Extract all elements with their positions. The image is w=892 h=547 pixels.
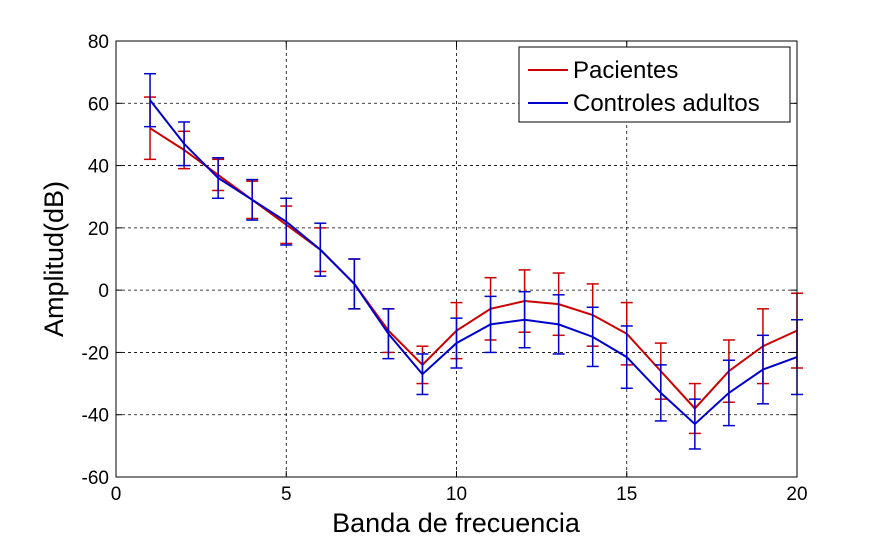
ticks: 0 5 10 15 20 -60 -40 -20 0 20 40 60 80 (82, 32, 808, 505)
y-tick-label: 0 (98, 281, 109, 302)
y-tick-label: 60 (88, 94, 109, 115)
x-tick-label: 15 (616, 484, 637, 505)
x-tick-label: 10 (446, 484, 467, 505)
series-line-1 (149, 99, 798, 426)
legend: Pacientes Controles adultos (518, 46, 791, 123)
y-tick-label: -40 (82, 406, 109, 427)
legend-label-pacientes: Pacientes (573, 57, 678, 84)
y-tick-label: 80 (88, 32, 109, 53)
y-tick-label: 40 (88, 157, 109, 178)
series-layer (144, 72, 803, 450)
x-tick-label: 0 (111, 484, 122, 505)
x-tick-label: 20 (786, 484, 807, 505)
y-axis-label: Amplitud(dB) (39, 181, 69, 337)
y-tick-label: 20 (88, 219, 109, 240)
x-tick-label: 5 (281, 484, 292, 505)
legend-box (518, 46, 791, 123)
series-1 (144, 72, 803, 450)
x-axis-label: Banda de frecuencia (332, 508, 581, 538)
legend-label-controles: Controles adultos (573, 90, 760, 117)
y-tick-label: -20 (82, 343, 109, 364)
y-tick-label: -60 (82, 468, 109, 489)
